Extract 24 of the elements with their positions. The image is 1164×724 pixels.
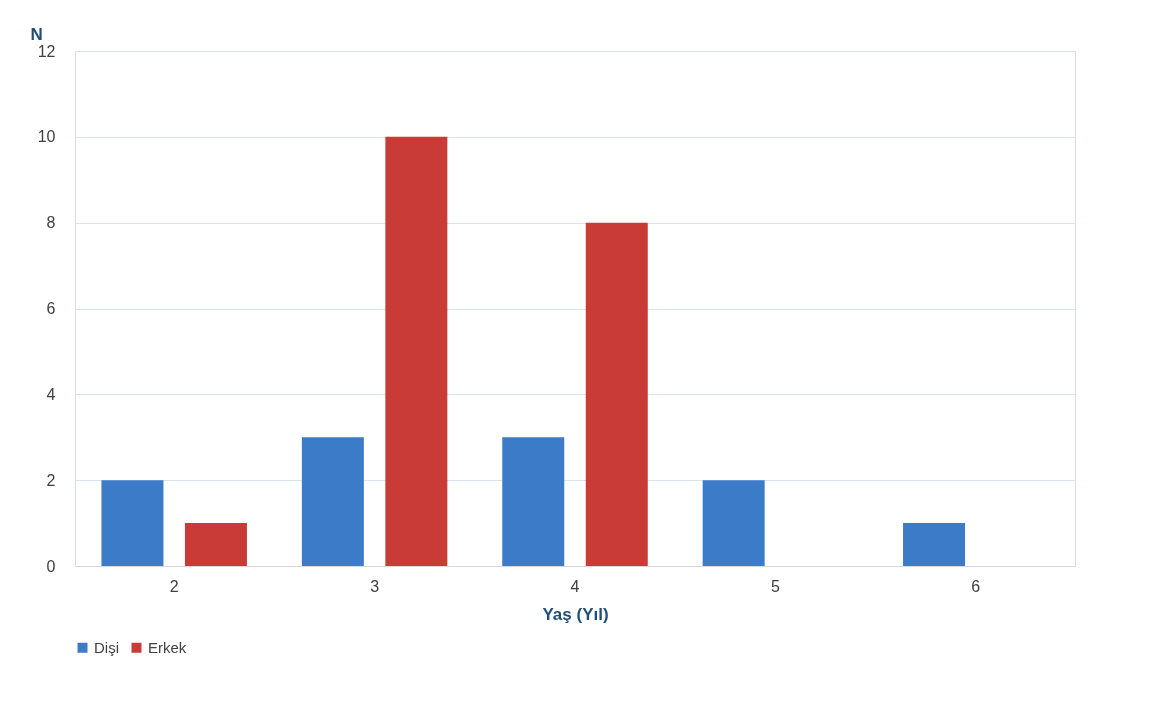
x-tick-label: 4 — [570, 577, 580, 595]
bar — [903, 523, 966, 566]
x-tick-label: 2 — [169, 577, 179, 595]
x-tick-label: 6 — [971, 577, 981, 595]
y-tick-label: 4 — [46, 385, 56, 403]
bar — [585, 222, 648, 566]
bar — [101, 480, 164, 566]
x-axis-title: Yaş (Yıl) — [542, 604, 609, 624]
y-tick-label: 8 — [46, 214, 56, 232]
y-tick-label: 10 — [37, 128, 56, 146]
bar — [385, 136, 448, 566]
x-tick-label: 5 — [770, 577, 780, 595]
legend-label: Dişi — [94, 638, 119, 656]
bar — [702, 480, 765, 566]
y-axis-title: N — [30, 24, 43, 44]
y-tick-label: 2 — [46, 471, 56, 489]
bar — [301, 437, 364, 566]
bar — [184, 523, 247, 566]
y-tick-label: 6 — [46, 300, 56, 317]
legend-label: Erkek — [148, 638, 187, 656]
x-tick-label: 3 — [370, 577, 380, 595]
y-tick-label: 12 — [37, 42, 56, 60]
y-tick-label: 0 — [46, 557, 56, 575]
bar — [502, 437, 565, 566]
